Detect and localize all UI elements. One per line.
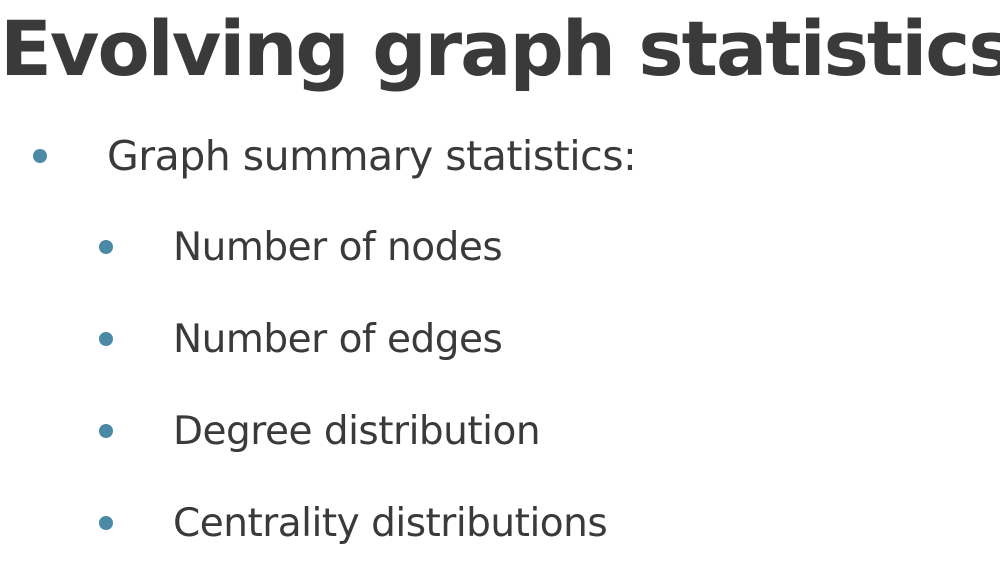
bullet-dot-icon bbox=[33, 149, 47, 163]
slide-title: Evolving graph statistics bbox=[0, 4, 1000, 93]
sub-bullet-label: Centrality distributions bbox=[173, 500, 608, 546]
sub-bullet-item-centrality-distributions: Centrality distributions bbox=[99, 493, 608, 553]
sub-bullet-label: Degree distribution bbox=[173, 408, 541, 454]
bullet-dot-icon bbox=[99, 240, 113, 254]
bullet-item-graph-summary-statistics: Graph summary statistics: bbox=[33, 126, 637, 186]
sub-bullet-item-number-of-edges: Number of edges bbox=[99, 309, 503, 369]
bullet-dot-icon bbox=[99, 516, 113, 530]
bullet-dot-icon bbox=[99, 332, 113, 346]
sub-bullet-label: Number of nodes bbox=[173, 224, 503, 270]
bullet-label: Graph summary statistics: bbox=[107, 132, 637, 180]
sub-bullet-item-number-of-nodes: Number of nodes bbox=[99, 217, 503, 277]
bullet-dot-icon bbox=[99, 424, 113, 438]
sub-bullet-label: Number of edges bbox=[173, 316, 503, 362]
sub-bullet-item-degree-distribution: Degree distribution bbox=[99, 401, 541, 461]
